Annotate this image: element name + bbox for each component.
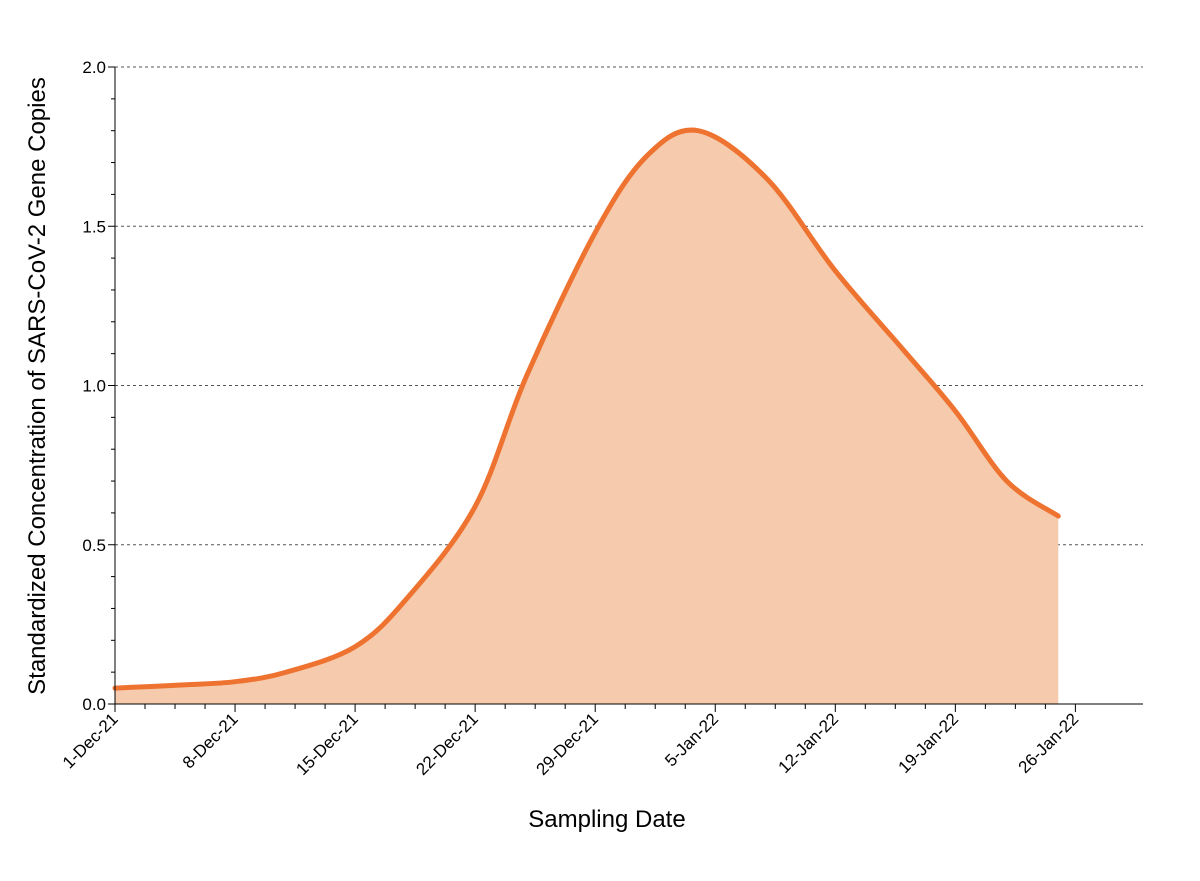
x-tick-label: 1-Dec-21: [59, 709, 122, 772]
area-fill: [115, 130, 1059, 705]
x-tick-label: 12-Jan-22: [775, 709, 843, 777]
y-tick-label: 1.5: [82, 217, 106, 236]
x-tick-label: 29-Dec-21: [532, 709, 602, 779]
y-tick-label: 2.0: [82, 58, 106, 77]
series-line: [112, 127, 1061, 691]
axes: [108, 66, 1143, 712]
x-tick-label: 26-Jan-22: [1015, 709, 1083, 777]
plot-area: [112, 127, 1061, 705]
y-tick-label: 0.5: [82, 536, 106, 555]
x-tick-label: 19-Jan-22: [895, 709, 963, 777]
y-tick-label: 0.0: [82, 695, 106, 714]
x-tick-label: 22-Dec-21: [412, 709, 482, 779]
y-tick-label: 1.0: [82, 377, 106, 396]
x-axis-title: Sampling Date: [528, 806, 685, 833]
x-tick-label: 15-Dec-21: [292, 709, 362, 779]
x-tick-label: 5-Jan-22: [661, 709, 722, 770]
x-tick-label: 8-Dec-21: [179, 709, 242, 772]
y-axis-title: Standardized Concentration of SARS-CoV-2…: [24, 77, 51, 695]
